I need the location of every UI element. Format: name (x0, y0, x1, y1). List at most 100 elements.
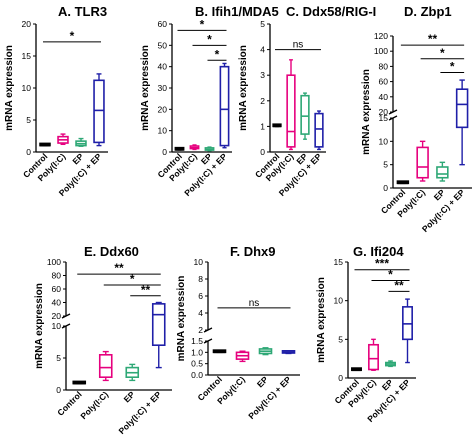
panel-title: E. Ddx60 (84, 244, 139, 259)
y-tick-label: 0 (383, 183, 388, 193)
box-4 (151, 301, 166, 369)
y-tick-label: 10 (334, 296, 344, 306)
y-tick-label: 10 (379, 136, 389, 146)
y-tick-label: 8 (198, 274, 203, 284)
box-2 (98, 350, 113, 382)
box-body (455, 88, 469, 129)
y-tick-label: 15 (379, 113, 389, 123)
y-axis-label: mRNA expression (34, 283, 45, 369)
box-body (93, 79, 105, 144)
x-category-label: Poly(I:C) + EP (246, 374, 293, 421)
significance-label: * (200, 17, 205, 31)
box-4 (93, 73, 105, 147)
y-tick-label: 10 (52, 321, 62, 331)
box-body (151, 303, 166, 347)
significance-label: * (215, 47, 220, 61)
significance-label: * (70, 29, 75, 43)
y-axis-label: mRNA expression (140, 45, 151, 131)
box-body (98, 353, 113, 378)
y-tick-label: 5 (56, 353, 61, 363)
y-tick-label: 0.0 (191, 370, 203, 380)
box-3 (258, 347, 273, 356)
panel-title: D. Zbp1 (404, 4, 452, 19)
y-tick-label: 3 (260, 70, 265, 80)
panel-title: F. Dhx9 (230, 244, 276, 259)
y-tick-label: 5 (26, 115, 31, 125)
panel-6: F. Dhx9 mRNA expression 0.00.5 1.01.52 4 6 8 10… (176, 244, 300, 421)
y-tick-label: 60 (379, 77, 389, 87)
y-tick-label: 20 (158, 104, 168, 114)
significance-label: ** (141, 283, 151, 297)
significance-label: ** (114, 261, 124, 275)
box-2 (189, 144, 200, 151)
y-tick-label: 60 (158, 19, 168, 29)
y-tick-label: 50 (158, 40, 168, 50)
y-tick-label: 0 (338, 373, 343, 383)
y-tick-label: 40 (379, 92, 389, 102)
box-body (368, 343, 379, 371)
box-3 (75, 137, 87, 147)
box-4 (402, 298, 413, 364)
box-3 (436, 161, 449, 182)
y-tick-label: 2 (260, 96, 265, 106)
y-tick-label: 30 (158, 83, 168, 93)
box-body (300, 94, 310, 135)
y-tick-label: 0 (56, 385, 61, 395)
y-axis-label: mRNA expression (361, 69, 372, 155)
y-tick-label: 40 (158, 62, 168, 72)
box-2 (57, 133, 69, 146)
y-tick-label: 5 (383, 160, 388, 170)
y-tick-label: 40 (52, 298, 62, 308)
box-1 (72, 380, 87, 385)
panel-title: C. Ddx58/RIG-I (286, 4, 376, 19)
y-axis-label: mRNA expression (4, 45, 15, 131)
box-body (286, 74, 296, 148)
significance-label: *** (375, 257, 389, 271)
box-4 (314, 110, 324, 151)
box-3 (204, 146, 215, 152)
box-body (436, 166, 449, 179)
panel-title: A. TLR3 (58, 4, 107, 19)
box-1 (174, 146, 185, 151)
significance-label: * (207, 32, 212, 46)
box-1 (396, 180, 410, 185)
x-category-label: EP (255, 374, 270, 389)
y-tick-label: 0 (162, 147, 167, 157)
panel-title: B. Ifih1/MDA5 (195, 4, 279, 19)
box-body (416, 146, 429, 179)
box-1 (39, 142, 51, 147)
y-tick-label: 20 (22, 19, 32, 29)
box-2 (368, 338, 379, 371)
box-4 (281, 350, 296, 355)
y-tick-label: 60 (52, 284, 62, 294)
box-4 (455, 79, 469, 166)
y-tick-label: 100 (374, 46, 388, 56)
y-tick-label: 1.0 (191, 347, 203, 357)
y-axis-label: mRNA expression (176, 276, 187, 362)
box-1 (351, 367, 362, 372)
y-tick-label: 0.5 (191, 359, 203, 369)
box-body (314, 112, 324, 148)
y-tick-label: 80 (379, 61, 389, 71)
box-2 (235, 350, 250, 363)
significance-label: * (450, 59, 455, 73)
box-body (219, 65, 230, 147)
significance-label: * (130, 272, 135, 286)
significance-label: ns (293, 40, 304, 51)
y-tick-label: 80 (52, 271, 62, 281)
y-tick-label: 120 (374, 31, 388, 41)
y-tick-label: 1.5 (191, 336, 203, 346)
y-tick-label: 5 (338, 334, 343, 344)
y-tick-label: 20 (379, 107, 389, 117)
significance-label: * (388, 268, 393, 282)
y-tick-label: 10 (194, 257, 204, 267)
y-tick-label: 4 (198, 308, 203, 318)
box-3 (385, 360, 396, 368)
y-tick-label: 0 (260, 147, 265, 157)
y-tick-label: 20 (52, 311, 62, 321)
box-1 (212, 349, 227, 354)
